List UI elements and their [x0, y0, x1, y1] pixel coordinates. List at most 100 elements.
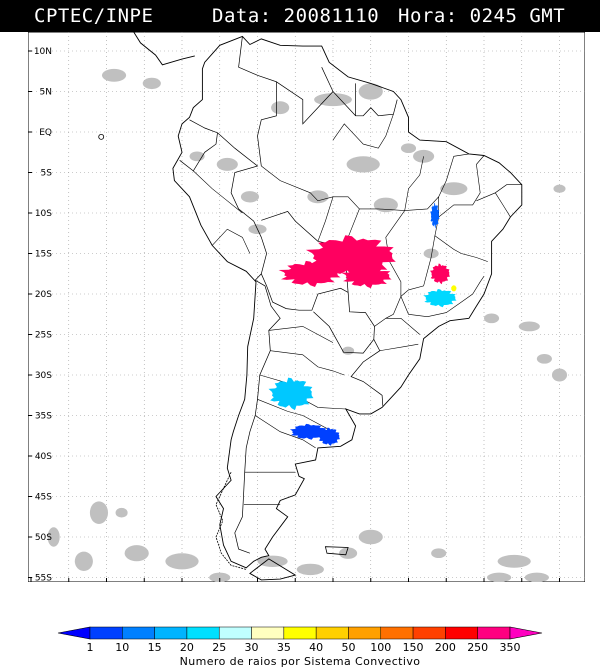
national-border: [260, 210, 349, 311]
state-border: [438, 155, 485, 218]
state-border: [476, 184, 522, 202]
state-border: [385, 317, 420, 335]
colorbar-segment: [348, 626, 382, 640]
colorbar-segment: [186, 626, 220, 640]
galapagos-islands: [98, 133, 105, 140]
cloud-patch: [240, 191, 260, 203]
central-america-coast: [133, 32, 195, 66]
state-border: [434, 235, 488, 262]
lat-tick-label: 25S: [35, 331, 52, 341]
colorbar-level-label: 50: [341, 641, 356, 654]
legend-caption: Numero de raios por Sistema Convectivo: [179, 655, 421, 668]
storm-east-brazil: [430, 263, 450, 285]
cloud-patch: [47, 527, 60, 547]
cloud-patch: [314, 93, 352, 107]
longitude-labels: 100W95W90W85W80W75W70W65W60W55W50W45W40W…: [30, 578, 560, 582]
colorbar-segment: [380, 626, 414, 640]
cloud-patch: [101, 68, 127, 82]
state-border: [261, 156, 424, 211]
colorbar-level-label: 350: [499, 641, 521, 654]
cloud-patch: [423, 248, 439, 259]
cloud-patch: [142, 77, 161, 90]
national-border: [238, 36, 277, 167]
storm-bahia: [430, 202, 440, 229]
colorbar-segment: [122, 626, 155, 640]
colorbar-strip: [57, 626, 543, 640]
state-border: [400, 276, 485, 318]
cloud-patch: [296, 563, 324, 576]
cloud-patch: [551, 368, 568, 382]
colorbar-segment: [154, 626, 188, 640]
storm-argentina-south: [289, 423, 328, 440]
cloud-patch: [209, 572, 231, 582]
storm-argentina-south-east: [318, 427, 340, 446]
cloud-patch: [487, 572, 512, 582]
colorbar-level-label: 1: [86, 641, 94, 654]
cloud-patch: [74, 551, 93, 572]
header-bar: CPTEC/INPE Data: 20081110 Hora: 0245 GMT: [0, 0, 600, 32]
colorbar-segment: [477, 626, 511, 640]
lat-tick-label: 50S: [35, 533, 52, 543]
colorbar-level-label: 40: [309, 641, 324, 654]
colorbar-level-label: 20: [179, 641, 194, 654]
storm-central-brazil-west: [278, 260, 341, 287]
date-label: Data: 20081110: [212, 5, 380, 27]
storm-argentina-north: [268, 377, 314, 411]
south-america-coast: [172, 35, 523, 569]
colorbar-arrow-right: [509, 626, 543, 640]
lat-tick-label: EQ: [39, 128, 52, 138]
cloud-patch: [89, 501, 109, 525]
colorbar-level-label: 10: [115, 641, 130, 654]
colorbar-level-label: 250: [467, 641, 489, 654]
cloud-patch: [553, 184, 566, 193]
colorbar-segment: [445, 626, 478, 640]
colorbar: 1 10 15 20 25 30 35 40 50 100 150 200 250 350: [0, 626, 600, 670]
colorbar-arrow-left: [57, 626, 91, 640]
colorbar-level-label: 150: [402, 641, 424, 654]
time-label: Hora: 0245 GMT: [398, 5, 566, 27]
colorbar-level-label: 30: [244, 641, 259, 654]
convective-systems: [268, 202, 457, 446]
cloud-patch: [165, 553, 199, 570]
province-border: [270, 350, 345, 376]
province-border: [211, 228, 251, 254]
cloud-patch: [484, 313, 500, 324]
cloud-patch: [358, 529, 383, 545]
province-border: [255, 415, 316, 449]
colorbar-level-label: 200: [434, 641, 456, 654]
lat-tick-label: 40S: [35, 452, 52, 462]
lat-tick-label: 10N: [34, 47, 52, 57]
province-border: [257, 399, 334, 432]
cloud-patch: [307, 190, 329, 204]
colorbar-segment: [218, 626, 252, 640]
lat-tick-label: 10S: [35, 209, 52, 219]
cloud-patch: [124, 545, 149, 562]
colorbar-level-label: 100: [370, 641, 392, 654]
org-title: CPTEC/INPE: [34, 5, 154, 27]
chile-fjords: [215, 472, 247, 570]
lat-tick-label: 5S: [41, 169, 53, 179]
lat-tick-label: 55S: [35, 574, 52, 583]
province-border: [193, 170, 243, 214]
cloud-patch: [216, 157, 238, 171]
falkland-islands: [324, 546, 349, 556]
latitude-labels: 10N 5N EQ 5S 10S 15S 20S 25S 30S 35S 40S 45S 50S 55S: [28, 47, 52, 582]
cloud-patch: [342, 346, 355, 355]
colorbar-segment: [315, 626, 349, 640]
storm-minas: [423, 289, 457, 308]
state-border: [374, 210, 405, 327]
map-frame: 10N5NEQ5S10S15S20S25S30S35S40S45S50S55S …: [28, 32, 585, 582]
colorbar-segment: [89, 626, 123, 640]
cloud-patch: [400, 143, 417, 154]
cloud-patch: [431, 548, 447, 559]
graticule-grid: [28, 32, 585, 582]
state-border: [379, 343, 419, 351]
state-border: [495, 192, 511, 218]
colorbar-level-label: 35: [276, 641, 291, 654]
lat-tick-label: 30S: [35, 371, 52, 381]
colorbar-level-label: 25: [212, 641, 227, 654]
cloud-patch: [346, 156, 380, 173]
cloud-patch: [536, 353, 552, 364]
colorbar-segment: [283, 626, 317, 640]
lat-tick-label: 5N: [40, 88, 52, 98]
